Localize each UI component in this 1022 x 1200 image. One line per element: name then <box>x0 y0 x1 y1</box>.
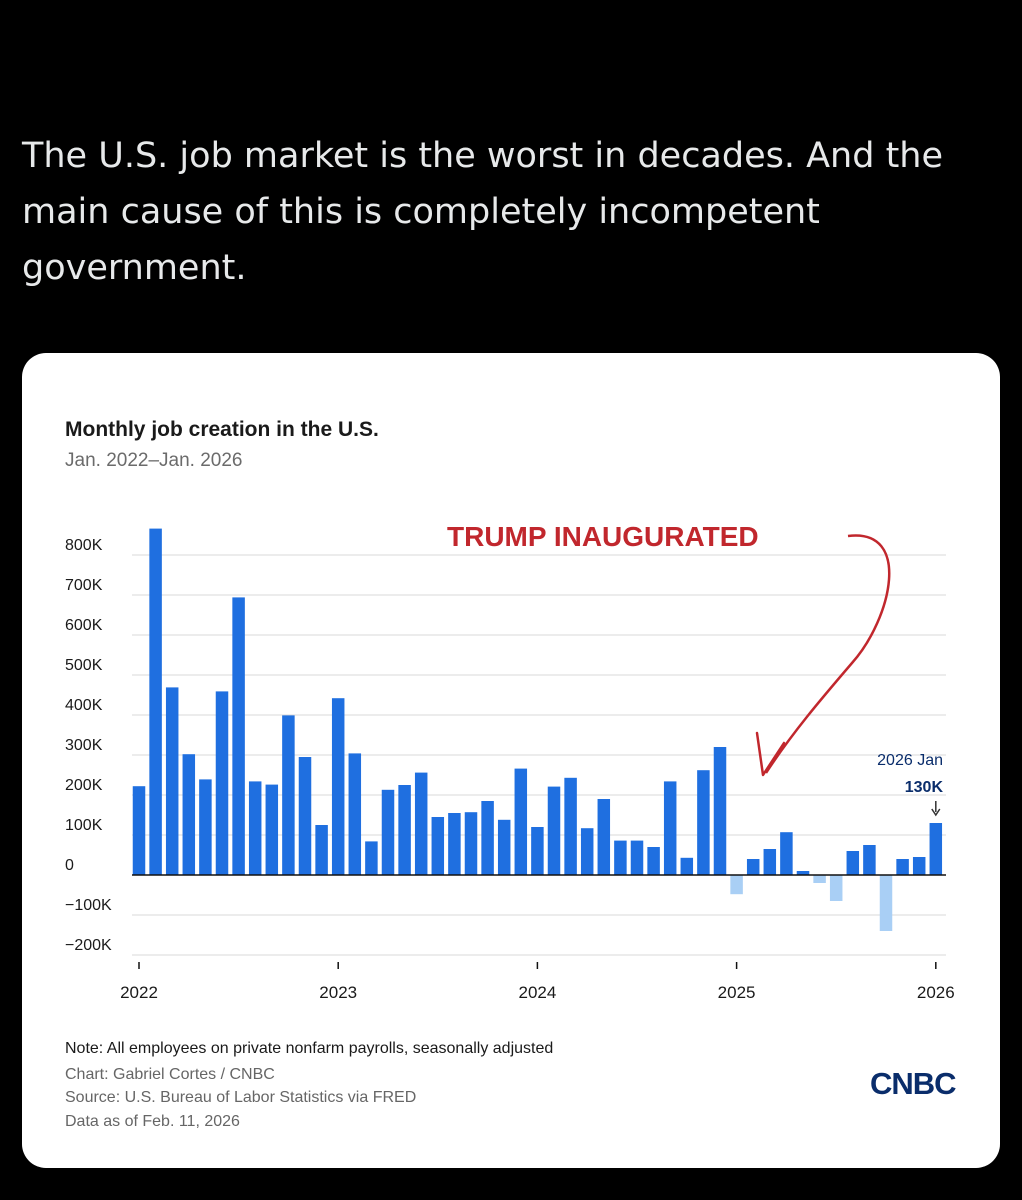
y-tick-label: 500K <box>65 657 103 674</box>
bar-2026-01 <box>929 823 943 875</box>
bar-2024-09 <box>663 781 677 875</box>
chart-subtitle: Jan. 2022–Jan. 2026 <box>65 450 243 471</box>
bar-2022-01 <box>132 786 146 875</box>
bar-2022-03 <box>165 687 179 875</box>
bar-2023-06 <box>414 772 428 875</box>
bar-2023-03 <box>365 841 378 875</box>
bar-2025-09 <box>863 845 876 875</box>
bar-2023-10 <box>481 801 494 875</box>
bar-2025-05 <box>796 871 810 875</box>
bar-2024-06 <box>614 840 627 875</box>
bar-2023-01 <box>331 698 345 875</box>
bar-2025-11 <box>896 859 909 875</box>
bar-2023-02 <box>348 753 362 875</box>
bar-2023-09 <box>464 812 478 875</box>
bar-2022-05 <box>199 779 212 875</box>
bar-chart: −200K −100K 0 100K 200K 300K 400K 500K 600K 700K 8… <box>65 521 955 1002</box>
inauguration-arrow <box>764 534 891 774</box>
y-tick-label: 100K <box>65 817 103 834</box>
y-tick-label: 700K <box>65 577 103 594</box>
latest-value-month-label: 2026 Jan <box>877 752 943 769</box>
bar-2025-10 <box>879 875 893 931</box>
cnbc-logo: CNBC <box>870 1066 957 1101</box>
y-tick-label: 300K <box>65 737 103 754</box>
bar-2022-02 <box>149 528 162 875</box>
chart-note: Note: All employees on private nonfarm p… <box>65 1040 554 1057</box>
y-tick-label: 800K <box>65 537 103 554</box>
bar-2025-07 <box>829 875 843 901</box>
bar-2022-07 <box>232 597 245 875</box>
bar-2024-07 <box>630 840 644 875</box>
x-tick-label: 2023 <box>319 983 357 1002</box>
bar-2025-04 <box>780 832 793 875</box>
bar-2022-10 <box>282 715 295 875</box>
bar-2024-05 <box>597 799 611 875</box>
bar-2025-01 <box>730 875 743 895</box>
y-tick-label: 200K <box>65 777 103 794</box>
bar-2024-04 <box>580 828 594 875</box>
bar-2022-11 <box>298 757 312 875</box>
bar-2024-08 <box>647 847 660 875</box>
bar-2024-01 <box>531 827 544 875</box>
bar-2023-12 <box>514 768 528 875</box>
inauguration-annotation: TRUMP INAUGURATED <box>447 521 759 552</box>
x-tick-label: 2026 <box>917 983 955 1002</box>
bar-2025-02 <box>746 859 760 875</box>
chart-title: Monthly job creation in the U.S. <box>65 418 379 441</box>
y-tick-label: −100K <box>65 897 112 914</box>
chart-source: Source: U.S. Bureau of Labor Statistics … <box>65 1089 417 1106</box>
inauguration-arrowhead <box>755 731 786 777</box>
bar-2023-11 <box>497 819 511 875</box>
bar-2025-08 <box>846 851 860 875</box>
y-tick-label: −200K <box>65 937 112 954</box>
bar-2024-11 <box>697 770 710 875</box>
bar-2022-06 <box>215 691 229 875</box>
bar-2022-08 <box>248 781 262 875</box>
bar-2022-09 <box>265 784 279 875</box>
bar-2024-03 <box>564 777 577 875</box>
bar-2025-03 <box>763 849 777 875</box>
chart-card[interactable]: Monthly job creation in the U.S. Jan. 20… <box>22 353 1000 1168</box>
x-tick-label: 2022 <box>120 983 158 1002</box>
post-text: The U.S. job market is the worst in deca… <box>22 136 944 288</box>
chart-data-date: Data as of Feb. 11, 2026 <box>65 1113 240 1130</box>
x-tick-label: 2025 <box>718 983 756 1002</box>
y-tick-label: 0 <box>65 857 74 874</box>
y-tick-label: 400K <box>65 697 103 714</box>
bar-2022-12 <box>315 825 328 875</box>
latest-value-pointer-head <box>931 808 941 817</box>
bar-2022-04 <box>182 754 196 875</box>
latest-value-label: 130K <box>905 779 944 796</box>
bar-2023-08 <box>448 813 461 875</box>
bar-2023-05 <box>398 785 411 875</box>
chart-credit: Chart: Gabriel Cortes / CNBC <box>65 1066 275 1083</box>
bar-2024-10 <box>680 857 694 875</box>
y-tick-label: 600K <box>65 617 103 634</box>
bar-2025-06 <box>813 875 826 883</box>
bar-2023-07 <box>431 817 445 875</box>
bar-2024-12 <box>713 747 727 875</box>
bar-2024-02 <box>547 786 561 875</box>
x-tick-label: 2024 <box>518 983 556 1002</box>
bar-2025-12 <box>912 857 926 875</box>
bar-2023-04 <box>381 789 395 875</box>
